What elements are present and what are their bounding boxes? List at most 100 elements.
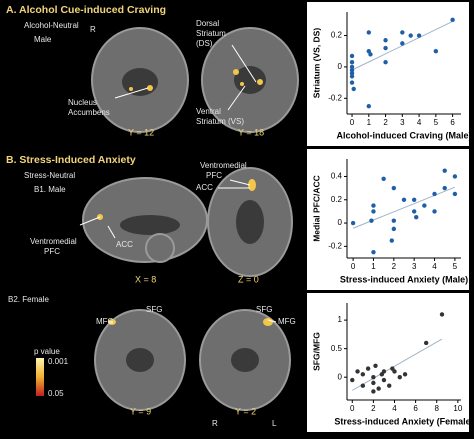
point <box>423 340 429 346</box>
side-label: R <box>212 419 218 428</box>
point <box>350 377 355 383</box>
point <box>376 386 381 391</box>
plot-background <box>307 2 469 146</box>
point <box>432 209 437 214</box>
point <box>371 374 376 380</box>
point <box>371 389 376 394</box>
contrast: Alcohol-Neutral <box>24 21 79 30</box>
region-label: SFG <box>146 305 162 314</box>
point <box>349 67 355 73</box>
region-label: Dorsal <box>196 19 219 28</box>
y-tick-label: -0.2 <box>328 93 342 102</box>
point <box>391 226 397 232</box>
point <box>366 30 371 35</box>
point <box>360 383 366 388</box>
point <box>371 380 376 386</box>
region-label: Striatum <box>196 29 226 38</box>
x-tick-label: 0 <box>350 404 355 413</box>
point <box>371 249 376 255</box>
x-tick-label: 4 <box>392 404 397 413</box>
brain-slice <box>199 309 291 411</box>
region-label: PFC <box>206 171 222 180</box>
point <box>355 369 360 374</box>
point <box>349 74 355 79</box>
brain-slice <box>82 177 208 263</box>
point <box>450 17 455 23</box>
colorbar-label: 0.001 <box>48 357 69 366</box>
x-tick-label: 3 <box>412 262 417 271</box>
region-label: ACC <box>116 240 133 249</box>
region-label: SFG <box>256 305 272 314</box>
trend-line <box>352 338 443 391</box>
colorbar-label: 0.05 <box>48 389 64 398</box>
colorbar <box>36 358 44 396</box>
region-label: Ventromedial <box>200 161 247 170</box>
region-label: (DS) <box>196 39 213 48</box>
point <box>387 383 392 388</box>
x-tick-label: 8 <box>434 404 439 413</box>
group: Male <box>34 35 52 44</box>
x-tick-label: 4 <box>417 118 422 127</box>
point <box>369 218 374 223</box>
region-label: Accumbens <box>68 108 110 117</box>
x-tick-label: 6 <box>450 118 455 127</box>
x-tick-label: 5 <box>434 118 439 127</box>
y-tick-label: 1 <box>338 315 343 324</box>
point <box>373 363 378 368</box>
point <box>432 191 437 197</box>
point <box>381 369 387 374</box>
y-tick-label: 0 <box>338 372 343 381</box>
point <box>439 312 445 317</box>
slice-coord: Y = 12 <box>128 127 154 137</box>
panel-title: A. Alcohol Cue-induced Craving <box>6 4 166 16</box>
point <box>401 197 407 202</box>
pointer <box>114 87 149 99</box>
y-tick-label: 0 <box>338 218 343 227</box>
point <box>414 215 419 220</box>
x-tick-label: 6 <box>413 404 418 413</box>
y-axis-label: Medial PFC/ACC <box>311 175 321 242</box>
point <box>400 30 405 35</box>
point <box>433 49 439 54</box>
region-label: Ventromedial <box>30 237 77 246</box>
point <box>392 369 397 374</box>
region-label: Ventral <box>196 107 221 116</box>
slice-coord: X = 8 <box>135 274 156 284</box>
slice-coord: Y = 18 <box>238 127 264 137</box>
trend-line <box>351 20 453 71</box>
pointer <box>79 216 101 226</box>
y-axis-label: SFG/MFG <box>311 332 321 371</box>
point <box>350 220 356 226</box>
x-tick-label: 10 <box>453 404 462 413</box>
point <box>442 185 447 191</box>
y-tick-label: -0.2 <box>328 241 342 250</box>
point <box>416 33 422 38</box>
subpanel: B1. Male <box>34 185 66 194</box>
point <box>383 45 388 51</box>
slice-coord: Y = 2 <box>235 406 256 416</box>
point <box>368 52 373 57</box>
x-tick-label: 2 <box>383 118 388 127</box>
y-tick-label: 0.2 <box>331 31 343 40</box>
side-label: L <box>272 419 277 428</box>
side-label: R <box>90 25 96 34</box>
point <box>391 185 397 191</box>
y-tick-label: 0.5 <box>331 344 343 353</box>
x-tick-label: 1 <box>371 262 376 271</box>
x-axis-label: Stress-induced Anxiety (Male) <box>340 274 468 284</box>
point <box>422 203 427 208</box>
x-tick-label: 1 <box>367 118 372 127</box>
point <box>365 366 371 371</box>
slice-coord: Y = 9 <box>130 406 151 416</box>
plot-background <box>307 293 469 432</box>
region-label: MFG <box>278 317 296 326</box>
point <box>371 209 376 214</box>
point <box>408 33 413 38</box>
pointer <box>107 225 116 239</box>
point <box>383 60 388 65</box>
point <box>366 103 371 109</box>
region-label: Nucleus <box>68 98 97 107</box>
y-tick-label: 0.4 <box>331 172 343 181</box>
pointer <box>229 179 251 186</box>
